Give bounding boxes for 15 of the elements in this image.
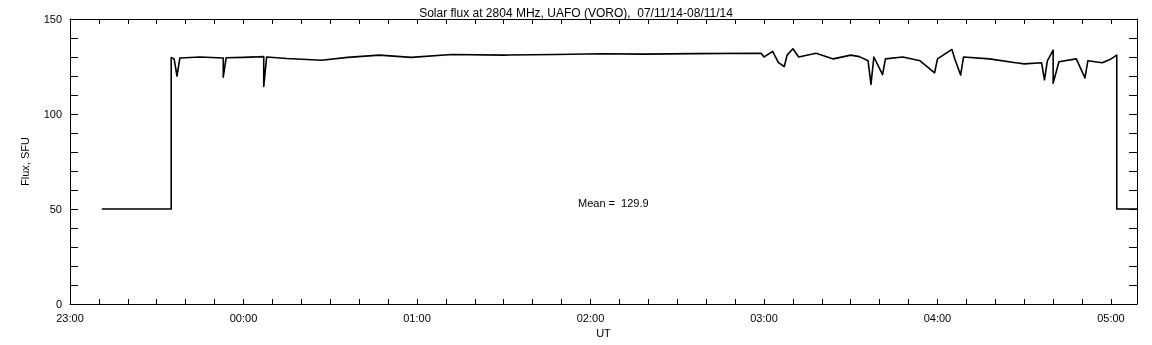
x-tick-label: 05:00 (1097, 311, 1125, 324)
x-tick-label: 02:00 (576, 311, 605, 324)
chart-title: Solar flux at 2804 MHz, UAFO (VORO), 07/11/14-08/11/14 (419, 6, 734, 20)
y-tick-label: 100 (43, 108, 62, 120)
y-tick-label: 0 (55, 298, 62, 310)
x-tick-label: 23:00 (56, 311, 84, 324)
x-axis-title: UT (596, 327, 612, 340)
x-tick-label: 04:00 (923, 311, 952, 324)
y-axis-title: Flux, SFU (18, 137, 31, 186)
x-tick-label: 00:00 (229, 311, 258, 324)
y-tick-label: 150 (43, 13, 62, 25)
x-tick-label: 01:00 (403, 311, 431, 324)
annotation: Mean = 129.9 (578, 196, 649, 209)
y-tick-label: 50 (49, 203, 62, 215)
x-tick-label: 03:00 (750, 311, 778, 324)
